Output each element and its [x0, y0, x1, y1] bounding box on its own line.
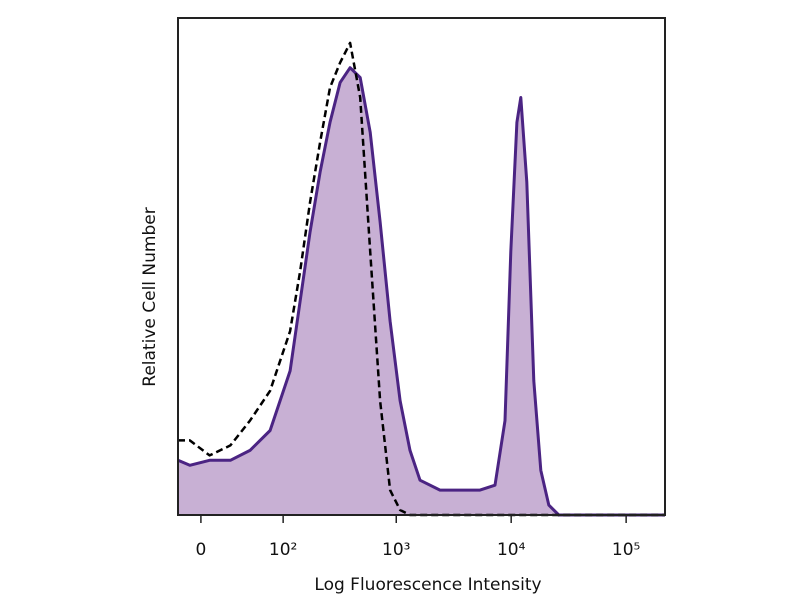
y-axis-label: Relative Cell Number	[140, 207, 160, 386]
control-histogram-line	[178, 41, 665, 517]
plot-frame	[177, 17, 666, 516]
x-tick-label: 10⁵	[612, 540, 640, 560]
histogram-line	[177, 66, 665, 517]
x-tick-label: 10³	[382, 540, 410, 560]
histogram-fill	[178, 67, 665, 515]
x-tick-label: 10²	[269, 540, 297, 560]
x-tick-label: 0	[195, 540, 206, 560]
x-tick-label: 10⁴	[497, 540, 526, 560]
x-axis-label: Log Fluorescence Intensity	[314, 575, 541, 595]
